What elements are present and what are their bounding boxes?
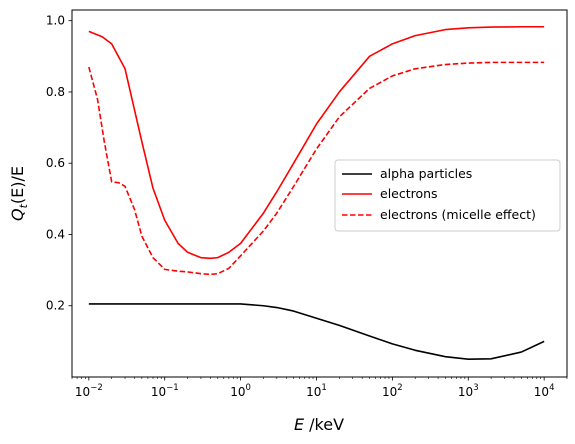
y-tick-label: 0.4 [46, 227, 65, 241]
x-tick-label: 100 [230, 383, 251, 399]
series-line-0 [89, 304, 544, 359]
x-tick-label: 103 [458, 383, 479, 399]
x-tick-label: 102 [382, 383, 403, 399]
x-tick-label: 10−1 [151, 383, 179, 399]
x-axis-ticks: 10−2 10−1 100 101 102 103 104 [72, 377, 567, 399]
y-tick-label: 0.8 [46, 85, 65, 99]
x-tick-label: 101 [306, 383, 327, 399]
y-axis-ticks: 0.2 0.4 0.6 0.8 1.0 [46, 14, 72, 313]
y-tick-label: 0.2 [46, 299, 65, 313]
legend: alpha particles electrons electrons (mic… [335, 160, 560, 231]
legend-label-electrons: electrons [380, 186, 438, 201]
y-tick-label: 1.0 [46, 14, 65, 28]
legend-label-alpha: alpha particles [380, 166, 472, 181]
x-tick-label: 104 [534, 383, 555, 399]
x-axis-label: E /keV [294, 415, 344, 434]
y-axis-label: Qt(E)/E [8, 166, 30, 221]
y-tick-label: 0.6 [46, 156, 65, 170]
legend-label-micelle: electrons (micelle effect) [380, 207, 536, 222]
x-tick-label: 10−2 [75, 383, 103, 399]
